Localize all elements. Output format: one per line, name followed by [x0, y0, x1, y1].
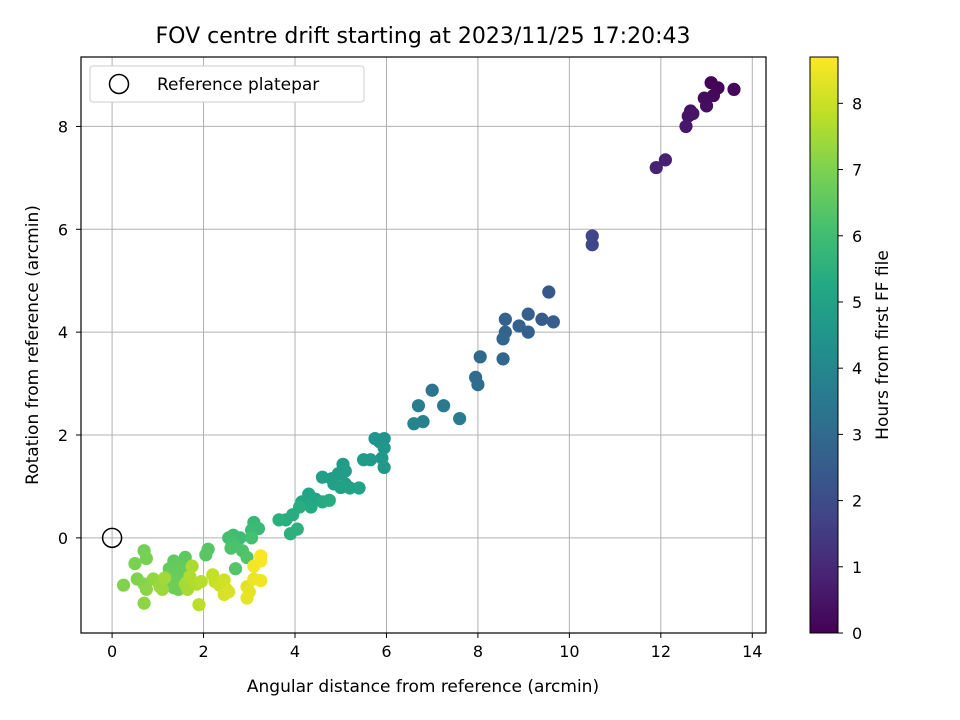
scatter-point	[185, 559, 199, 573]
scatter-point	[411, 399, 426, 413]
legend-box	[89, 65, 365, 103]
scatter-point	[222, 585, 236, 599]
scatter-point	[343, 481, 357, 495]
colorbar-label: Hours from first FF file	[873, 250, 893, 440]
scatter-point	[158, 571, 172, 585]
scatter-point	[377, 460, 391, 474]
scatter-point	[407, 417, 421, 431]
y-tick-label: 8	[58, 117, 68, 136]
scatter-point	[199, 548, 213, 562]
x-tick-label: 2	[198, 642, 208, 661]
legend-reference-icon	[108, 73, 130, 95]
y-tick-label: 6	[58, 220, 68, 239]
scatter-point	[658, 153, 672, 167]
scatter-point	[585, 238, 599, 252]
scatter-point	[473, 350, 487, 364]
scatter-point	[244, 531, 259, 545]
reference-platepar-marker	[101, 527, 123, 549]
scatter-point	[304, 500, 318, 514]
y-axis-label: Rotation from reference (arcmin)	[23, 205, 43, 485]
scatter-point	[471, 378, 485, 392]
scatter-point	[535, 312, 549, 326]
colorbar-tick-label: 2	[852, 492, 862, 511]
colorbar-ticks: 0 1 2 3 4 5 6 7 8	[838, 94, 862, 643]
scatter-point	[128, 556, 142, 571]
scatter-point	[453, 411, 467, 426]
y-tick-label: 4	[58, 323, 68, 342]
scatter-point	[240, 591, 254, 605]
scatter-point	[496, 352, 510, 366]
colorbar-gradient	[809, 56, 839, 634]
colorbar: 0 1 2 3 4 5 6 7 8 Hours from first FF file	[809, 56, 893, 643]
scatter-point	[139, 582, 153, 596]
x-tick-label: 6	[381, 642, 391, 661]
colorbar-tick-label: 6	[852, 227, 862, 246]
scatter-point	[542, 285, 556, 299]
scatter-point	[498, 312, 512, 326]
scatter-point	[192, 598, 206, 612]
scatter-point	[649, 160, 663, 175]
scatter-point	[194, 574, 208, 589]
scatter-point	[686, 106, 700, 121]
legend-entry-label: Reference platepar	[157, 75, 319, 95]
colorbar-tick-label: 0	[852, 624, 862, 643]
scatter-point	[155, 582, 169, 596]
scatter-point	[352, 481, 366, 495]
scatter-point	[727, 82, 741, 96]
scatter-point	[377, 441, 391, 455]
x-axis-label: Angular distance from reference (arcmin)	[247, 677, 599, 697]
x-axis-ticks: 0 2 4 6 8 10 12 14	[107, 633, 762, 661]
x-tick-label: 4	[290, 642, 300, 661]
colorbar-tick-label: 7	[852, 161, 862, 180]
legend: Reference platepar	[89, 65, 365, 103]
x-tick-label: 0	[107, 642, 117, 661]
scatter-point	[699, 99, 714, 113]
scatter-point	[521, 307, 535, 321]
colorbar-tick-label: 4	[852, 359, 862, 378]
x-tick-label: 14	[742, 642, 762, 661]
colorbar-tick-label: 5	[852, 293, 862, 312]
scatter-point	[224, 541, 238, 555]
scatter-point	[137, 596, 151, 610]
y-tick-label: 0	[58, 529, 68, 548]
scatter-points	[116, 76, 741, 612]
scatter-point	[496, 332, 510, 346]
scatter-point	[546, 315, 560, 329]
y-axis-ticks: 0 2 4 6 8	[58, 117, 81, 548]
scatter-point	[228, 562, 243, 576]
scatter-point	[512, 319, 526, 333]
scatter-point	[425, 383, 439, 397]
scatter-point	[272, 513, 286, 527]
grid	[81, 57, 766, 633]
scatter-point	[322, 493, 336, 507]
colorbar-tick-label: 3	[852, 425, 862, 444]
plot-frame	[80, 56, 767, 634]
scatter-point	[254, 549, 268, 563]
chart-title: FOV centre drift starting at 2023/11/25 …	[156, 24, 691, 49]
y-tick-label: 2	[58, 426, 68, 445]
colorbar-tick-label: 8	[852, 94, 862, 113]
scatter-point	[437, 399, 451, 413]
scatter-point	[116, 578, 131, 592]
scatter-point	[139, 551, 153, 566]
scatter-point	[283, 527, 298, 541]
scatter-point	[363, 453, 378, 467]
scatter-point	[254, 573, 268, 588]
x-tick-label: 12	[651, 642, 671, 661]
scatter-point	[315, 470, 330, 484]
colorbar-tick-label: 1	[852, 558, 862, 577]
x-tick-label: 8	[473, 642, 483, 661]
x-tick-label: 10	[559, 642, 579, 661]
scatter-point	[679, 119, 693, 134]
